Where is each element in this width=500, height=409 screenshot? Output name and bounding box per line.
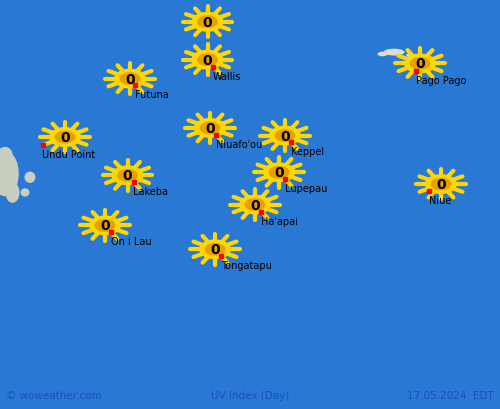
Text: 0: 0	[250, 198, 260, 212]
Text: UV index (Day): UV index (Day)	[211, 390, 289, 400]
Ellipse shape	[378, 53, 388, 57]
Ellipse shape	[269, 126, 301, 146]
Ellipse shape	[120, 73, 141, 86]
Ellipse shape	[112, 166, 144, 186]
Ellipse shape	[0, 151, 19, 197]
Ellipse shape	[20, 189, 30, 197]
Ellipse shape	[6, 182, 20, 203]
Ellipse shape	[197, 54, 218, 67]
Ellipse shape	[274, 130, 295, 143]
Ellipse shape	[404, 54, 436, 74]
Ellipse shape	[425, 175, 457, 195]
Ellipse shape	[117, 169, 138, 182]
Text: 0: 0	[280, 129, 290, 143]
Ellipse shape	[0, 148, 12, 163]
Ellipse shape	[244, 199, 266, 211]
Ellipse shape	[239, 195, 271, 215]
Text: Keppel: Keppel	[291, 147, 324, 157]
Text: Lupepau: Lupepau	[285, 184, 328, 193]
Ellipse shape	[263, 163, 295, 183]
Text: 0: 0	[205, 121, 215, 136]
Text: Lakeba: Lakeba	[134, 187, 168, 196]
Text: 0: 0	[202, 16, 212, 30]
Text: 0: 0	[60, 131, 70, 145]
Ellipse shape	[192, 51, 224, 70]
Text: Pago Pago: Pago Pago	[416, 76, 467, 85]
Ellipse shape	[204, 243, 226, 256]
Text: 17.05.2024  EDT: 17.05.2024 EDT	[407, 390, 494, 400]
Ellipse shape	[197, 16, 218, 29]
Ellipse shape	[54, 131, 76, 144]
Text: Ha'apai: Ha'apai	[261, 216, 298, 226]
Text: Futuna: Futuna	[135, 90, 169, 100]
Ellipse shape	[268, 166, 289, 180]
Ellipse shape	[384, 49, 404, 56]
Ellipse shape	[94, 219, 116, 232]
Ellipse shape	[199, 240, 231, 260]
Text: 0: 0	[122, 169, 132, 183]
Text: 0: 0	[210, 243, 220, 257]
Text: 0: 0	[125, 72, 135, 86]
Ellipse shape	[410, 58, 430, 71]
Text: Tongatapu: Tongatapu	[221, 260, 272, 270]
Text: 0: 0	[274, 166, 284, 180]
Text: 0: 0	[100, 219, 110, 233]
Text: 0: 0	[436, 178, 446, 191]
Text: Niue: Niue	[429, 196, 452, 206]
Text: 0: 0	[202, 54, 212, 67]
Text: Wallis: Wallis	[212, 72, 241, 82]
Text: On i Lau: On i Lau	[111, 236, 152, 247]
Text: © woweather.com: © woweather.com	[6, 390, 102, 400]
Ellipse shape	[0, 161, 5, 184]
Ellipse shape	[430, 178, 452, 191]
Text: 0: 0	[415, 57, 425, 71]
Ellipse shape	[200, 122, 220, 135]
Ellipse shape	[194, 119, 226, 139]
Ellipse shape	[24, 172, 36, 184]
Ellipse shape	[89, 216, 121, 236]
Text: Undu Point: Undu Point	[42, 149, 96, 160]
Ellipse shape	[114, 70, 146, 90]
Text: Niuafo'ou: Niuafo'ou	[216, 139, 262, 149]
Ellipse shape	[192, 13, 224, 33]
Ellipse shape	[49, 128, 81, 148]
Ellipse shape	[406, 54, 414, 58]
